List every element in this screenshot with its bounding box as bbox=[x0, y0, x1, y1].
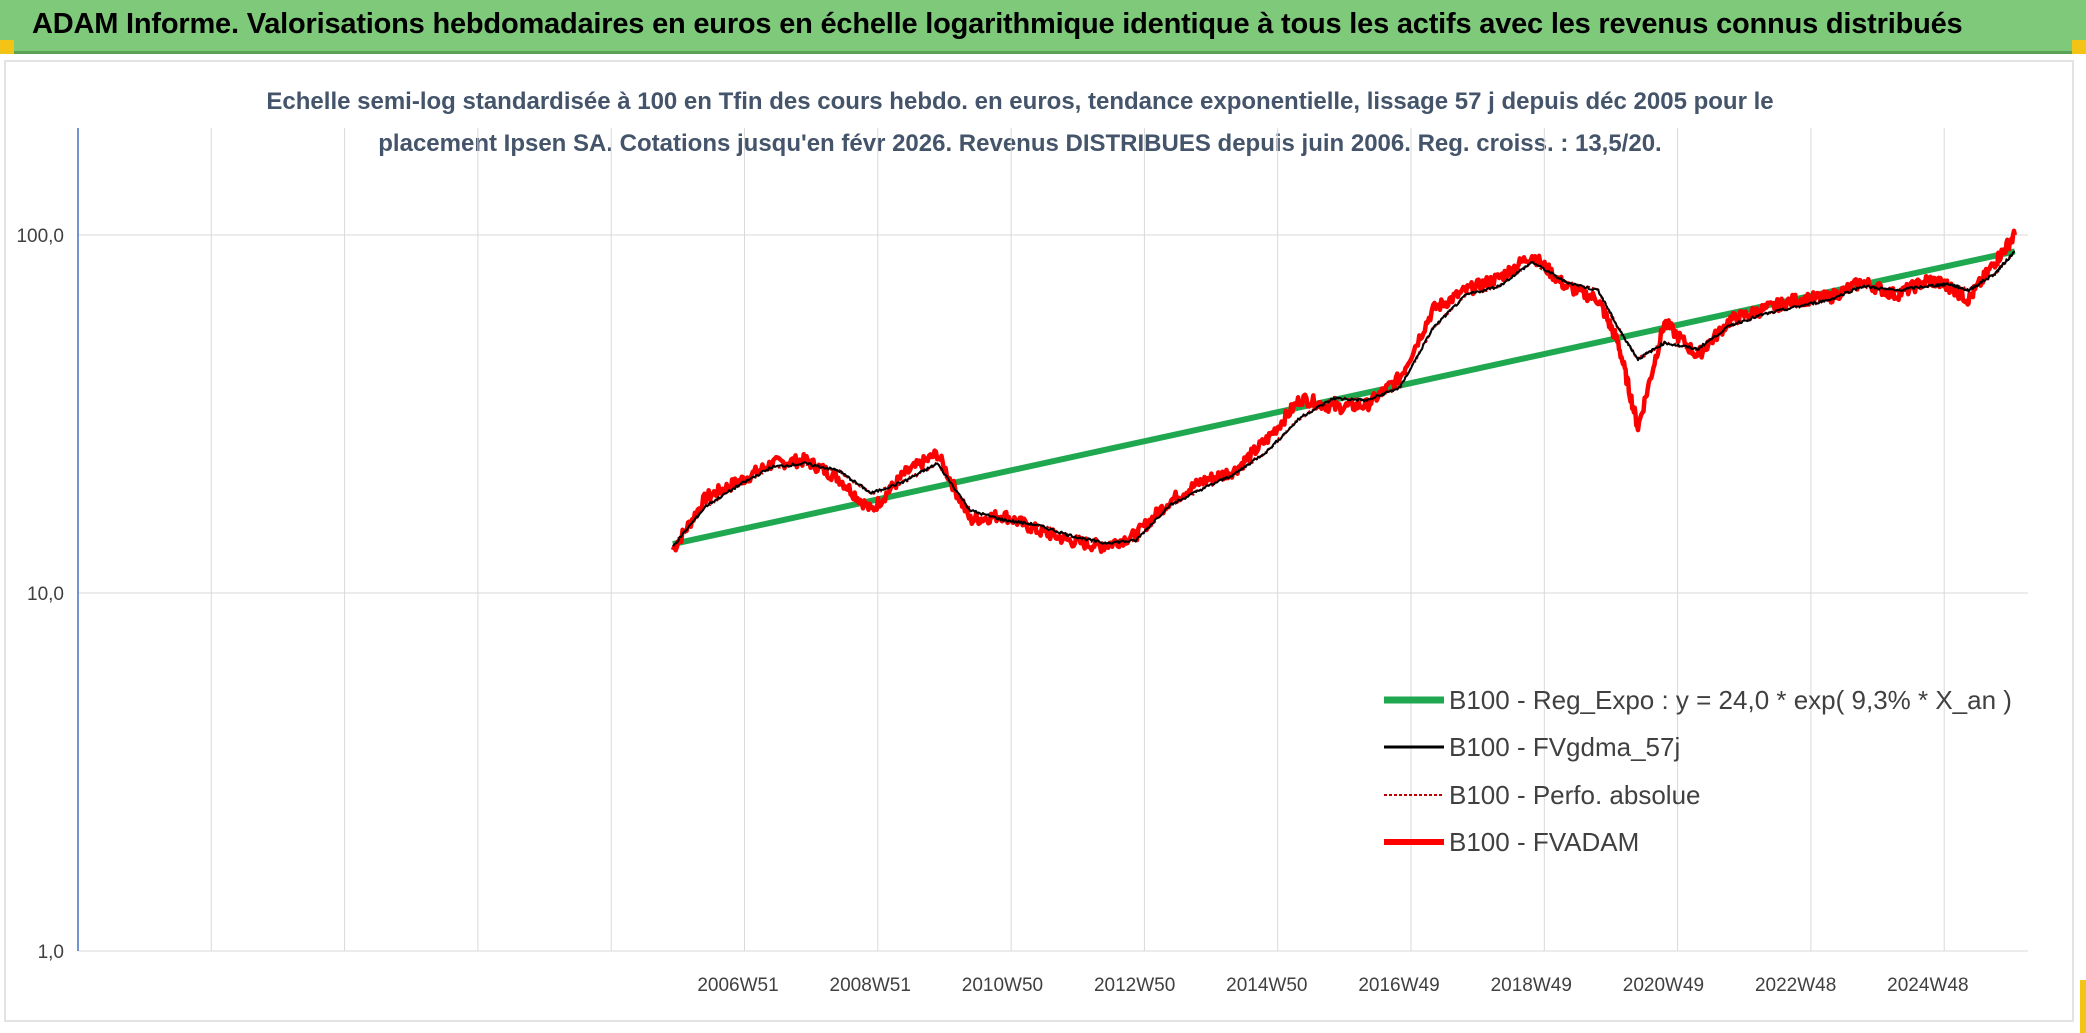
x-tick-label: 2010W50 bbox=[962, 975, 1043, 996]
corner-marker-top-left bbox=[0, 40, 14, 54]
legend: B100 - Reg_Expo : y = 24,0 * exp( 9,3% *… bbox=[1384, 685, 2012, 857]
chart-frame bbox=[4, 60, 2074, 1022]
y-axis-tick-labels: 100,0 10,0 1,0 bbox=[16, 226, 64, 963]
legend-label: B100 - Perfo. absolue bbox=[1449, 780, 1701, 810]
x-tick-label: 2024W48 bbox=[1887, 975, 1968, 996]
corner-marker-top-right bbox=[2072, 40, 2086, 54]
y-tick-label: 1,0 bbox=[38, 942, 64, 963]
legend-label: B100 - FVADAM bbox=[1449, 827, 1639, 857]
x-tick-label: 2018W49 bbox=[1491, 975, 1572, 996]
y-tick-label: 100,0 bbox=[16, 226, 64, 247]
x-tick-label: 2012W50 bbox=[1094, 975, 1175, 996]
corner-marker-bottom-right bbox=[2080, 980, 2086, 1033]
legend-label: B100 - Reg_Expo : y = 24,0 * exp( 9,3% *… bbox=[1449, 685, 2012, 715]
title-bar: ADAM Informe. Valorisations hebdomadaire… bbox=[0, 0, 2086, 54]
gridlines bbox=[77, 128, 2028, 952]
x-tick-label: 2022W48 bbox=[1755, 975, 1836, 996]
x-tick-label: 2016W49 bbox=[1358, 975, 1439, 996]
x-tick-label: 2006W51 bbox=[697, 975, 778, 996]
legend-label: B100 - FVgdma_57j bbox=[1449, 732, 1680, 762]
page-title: ADAM Informe. Valorisations hebdomadaire… bbox=[32, 8, 1963, 40]
series-line-fvadam bbox=[670, 228, 2018, 554]
chart-subtitle-line-2: placement Ipsen SA. Cotations jusqu'en f… bbox=[378, 130, 1662, 157]
chart-subtitle-line-1: Echelle semi-log standardisée à 100 en T… bbox=[266, 88, 1774, 115]
x-tick-label: 2008W51 bbox=[830, 975, 911, 996]
x-tick-label: 2014W50 bbox=[1226, 975, 1307, 996]
series-line-fvgdma-57j bbox=[672, 250, 2016, 547]
x-tick-label: 2020W49 bbox=[1623, 975, 1704, 996]
series-lines bbox=[670, 228, 2018, 554]
y-tick-label: 10,0 bbox=[27, 584, 64, 605]
x-axis-tick-labels: 2006W51 2008W51 2010W50 2012W50 2014W50 2016W… bbox=[697, 975, 1968, 996]
